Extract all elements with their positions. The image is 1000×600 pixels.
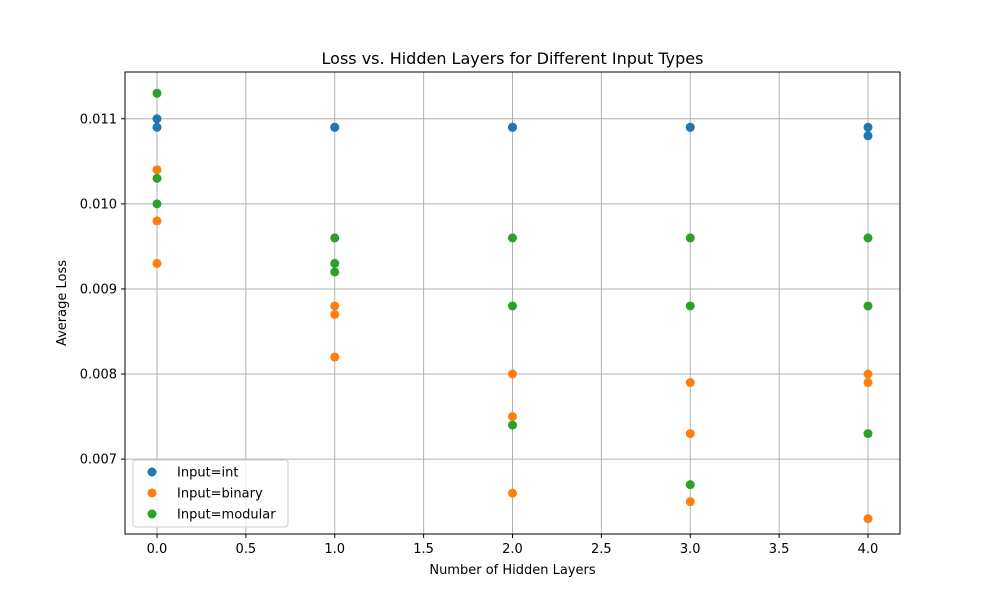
chart-title: Loss vs. Hidden Layers for Different Inp… [322, 49, 704, 68]
data-point-input-binary [508, 488, 517, 498]
data-point-input-modular [152, 88, 162, 98]
data-point-input-binary [330, 301, 340, 311]
legend-box [132, 459, 289, 528]
data-point-input-int [152, 122, 162, 132]
data-point-input-int [508, 122, 517, 132]
legend-marker-binary [147, 488, 157, 498]
data-point-input-int [685, 122, 695, 132]
data-point-input-int [863, 131, 873, 141]
data-point-input-int [330, 122, 340, 132]
data-point-input-int [152, 114, 162, 124]
data-point-input-binary [863, 369, 873, 379]
x-tick-label: 1.5 [413, 542, 434, 557]
data-point-input-binary [685, 497, 695, 507]
data-point-input-binary [863, 514, 873, 524]
axis-ticks: 0.0 0.5 1.0 1.5 2.0 2.5 3.0 3.5 4.0 0.007 0.008 0.0… [80, 112, 879, 557]
y-tick-label: 0.011 [80, 112, 117, 127]
legend-marker-int [147, 467, 157, 477]
data-point-input-modular [863, 301, 873, 311]
x-tick-label: 3.5 [769, 542, 790, 557]
legend-label-binary: Input=binary [177, 487, 263, 502]
x-tick-label: 4.0 [858, 542, 879, 557]
data-point-input-binary [508, 369, 517, 379]
data-point-input-modular [152, 199, 162, 209]
data-point-input-binary [685, 429, 695, 439]
x-axis-label: Number of Hidden Layers [429, 563, 596, 578]
legend-label-modular: Input=modular [177, 508, 276, 523]
x-tick-label: 2.5 [591, 542, 612, 557]
data-points [152, 88, 873, 524]
data-point-input-binary [152, 216, 162, 226]
x-tick-label: 2.0 [502, 542, 523, 557]
data-point-input-modular [685, 233, 695, 243]
x-tick-label: 0.5 [236, 542, 257, 557]
data-point-input-modular [863, 233, 873, 243]
legend: Input=int Input=binary Input=modular [132, 459, 289, 528]
y-tick-label: 0.007 [80, 453, 117, 468]
data-point-input-int [863, 122, 873, 132]
x-tick-label: 0.0 [147, 542, 168, 557]
data-point-input-modular [685, 480, 695, 490]
data-point-input-modular [330, 258, 340, 268]
data-point-input-modular [508, 233, 517, 243]
y-tick-label: 0.009 [80, 282, 117, 297]
data-point-input-binary [152, 165, 162, 175]
data-point-input-binary [863, 378, 873, 388]
data-point-input-binary [152, 258, 162, 268]
x-tick-label: 1.0 [324, 542, 345, 557]
data-point-input-binary [330, 309, 340, 319]
data-point-input-modular [508, 420, 517, 430]
data-point-input-modular [863, 429, 873, 439]
legend-marker-modular [147, 509, 157, 519]
y-tick-label: 0.008 [80, 368, 117, 383]
data-point-input-modular [330, 267, 340, 277]
data-point-input-modular [152, 173, 162, 183]
y-axis-label: Average Loss [55, 260, 70, 346]
data-point-input-binary [685, 378, 695, 388]
data-point-input-modular [508, 301, 517, 311]
grid [125, 72, 900, 534]
x-tick-label: 3.0 [680, 542, 701, 557]
data-point-input-modular [685, 301, 695, 311]
data-point-input-binary [330, 352, 340, 362]
y-tick-label: 0.010 [80, 197, 117, 212]
data-point-input-binary [508, 412, 517, 422]
legend-label-int: Input=int [177, 466, 239, 481]
data-point-input-modular [330, 233, 340, 243]
